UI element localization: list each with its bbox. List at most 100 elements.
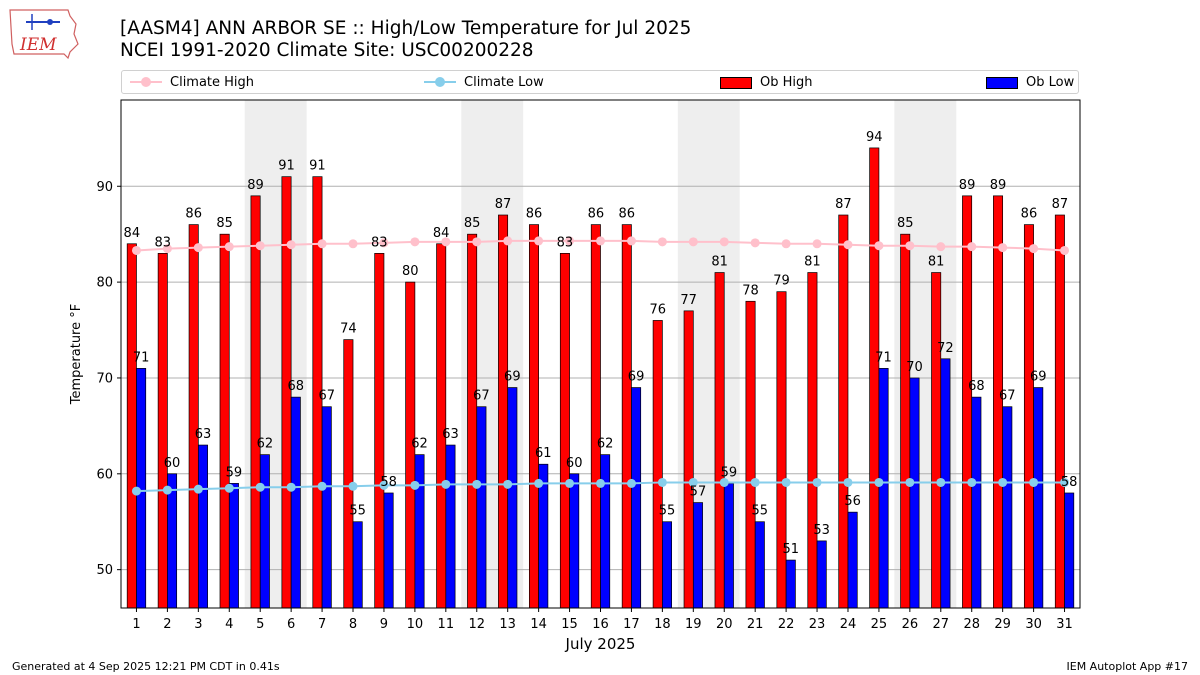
bar-ob-low — [723, 483, 734, 609]
ob-low-data-label: 68 — [288, 379, 305, 394]
ob-low-data-label: 60 — [164, 456, 181, 471]
ob-low-data-label: 60 — [566, 456, 583, 471]
climate-low-point — [812, 477, 822, 487]
chart-subtitle: NCEI 1991-2020 Climate Site: USC00200228 — [120, 40, 534, 61]
bar-ob-high — [498, 214, 509, 609]
bar-ob-high — [559, 253, 570, 609]
ob-high-data-label: 83 — [557, 235, 574, 250]
ob-high-data-label: 81 — [928, 255, 945, 270]
ob-low-data-label: 69 — [628, 370, 645, 385]
x-tick-label: 25 — [871, 617, 888, 632]
y-tick-label: 90 — [96, 180, 113, 195]
ob-high-data-label: 84 — [124, 226, 141, 241]
ob-high-data-label: 81 — [711, 255, 728, 270]
ob-high-data-label: 84 — [433, 226, 450, 241]
climate-low-point — [936, 477, 946, 487]
ob-high-swatch-icon — [720, 76, 752, 89]
ob-high-data-label: 74 — [340, 322, 357, 337]
climate-low-point — [255, 482, 265, 492]
x-tick-label: 19 — [685, 617, 702, 632]
x-tick-label: 27 — [933, 617, 950, 632]
climate-high-point — [162, 244, 172, 254]
bar-ob-high — [683, 310, 694, 609]
x-tick-label: 31 — [1056, 617, 1073, 632]
bar-ob-low — [569, 473, 580, 609]
bar-ob-low — [290, 396, 301, 609]
climate-high-point — [843, 240, 853, 250]
climate-low-point — [657, 477, 667, 487]
legend-ob-low: Ob Low — [986, 71, 1074, 93]
x-tick-label: 21 — [747, 617, 764, 632]
climate-low-point — [193, 484, 203, 494]
ob-high-data-label: 87 — [835, 197, 852, 212]
climate-high-point — [688, 237, 698, 247]
ob-low-data-label: 71 — [133, 350, 150, 365]
x-tick-label: 26 — [902, 617, 919, 632]
ob-high-data-label: 78 — [742, 283, 759, 298]
x-tick-label: 12 — [468, 617, 485, 632]
bar-ob-low — [971, 396, 982, 609]
bar-ob-high — [776, 291, 787, 609]
x-tick-label: 11 — [438, 617, 455, 632]
bar-ob-low — [1064, 492, 1075, 609]
x-tick-label: 7 — [318, 617, 326, 632]
y-tick-label: 70 — [96, 371, 113, 386]
climate-high-point — [565, 236, 575, 246]
climate-high-point — [410, 237, 420, 247]
x-tick-label: 10 — [407, 617, 424, 632]
x-tick-label: 24 — [840, 617, 857, 632]
bar-ob-low — [754, 521, 765, 609]
bar-ob-low — [631, 387, 642, 609]
climate-high-point — [348, 239, 358, 249]
climate-low-point — [719, 477, 729, 487]
x-tick-label: 18 — [654, 617, 671, 632]
bar-ob-high — [343, 339, 354, 609]
legend-climate-low: Climate Low — [424, 71, 544, 93]
bar-ob-high — [900, 233, 911, 609]
bar-ob-high — [807, 272, 818, 609]
ob-low-data-label: 72 — [937, 341, 954, 356]
climate-high-point — [967, 242, 977, 252]
climate-low-point — [534, 478, 544, 488]
chart-title: [AASM4] ANN ARBOR SE :: High/Low Tempera… — [120, 18, 692, 39]
ob-high-data-label: 87 — [495, 197, 512, 212]
iem-logo: IEM — [9, 9, 79, 60]
ob-high-data-label: 86 — [526, 207, 543, 222]
ob-high-data-label: 83 — [154, 235, 171, 250]
x-tick-label: 9 — [380, 617, 388, 632]
climate-low-point — [286, 482, 296, 492]
bar-ob-high — [467, 233, 478, 609]
ob-low-data-label: 51 — [782, 542, 799, 557]
y-tick-label: 60 — [96, 467, 113, 482]
climate-low-point — [472, 479, 482, 489]
ob-low-data-label: 71 — [875, 350, 892, 365]
climate-low-point — [750, 477, 760, 487]
climate-high-point — [750, 238, 760, 248]
ob-low-data-label: 59 — [721, 465, 738, 480]
climate-low-point — [162, 485, 172, 495]
ob-low-swatch-icon — [986, 76, 1018, 89]
bar-ob-low — [909, 377, 920, 609]
bar-ob-high — [126, 243, 137, 609]
legend-ob-low-label: Ob Low — [1026, 74, 1075, 90]
climate-high-point — [905, 241, 915, 251]
x-tick-label: 5 — [256, 617, 264, 632]
climate-low-point — [503, 479, 513, 489]
ob-high-data-label: 91 — [278, 159, 295, 174]
bar-ob-low — [785, 559, 796, 609]
ob-low-data-label: 63 — [442, 427, 459, 442]
climate-low-point — [626, 478, 636, 488]
bar-ob-high — [250, 195, 261, 609]
climate-low-point — [1029, 477, 1039, 487]
climate-high-point — [472, 237, 482, 247]
climate-low-point — [596, 478, 605, 488]
x-tick-label: 1 — [132, 617, 140, 632]
climate-high-point — [193, 243, 203, 253]
climate-low-point — [131, 486, 141, 496]
x-tick-label: 2 — [163, 617, 171, 632]
x-tick-label: 20 — [716, 617, 733, 632]
x-tick-label: 15 — [561, 617, 578, 632]
ob-low-data-label: 68 — [968, 379, 985, 394]
bar-ob-high — [962, 195, 973, 609]
